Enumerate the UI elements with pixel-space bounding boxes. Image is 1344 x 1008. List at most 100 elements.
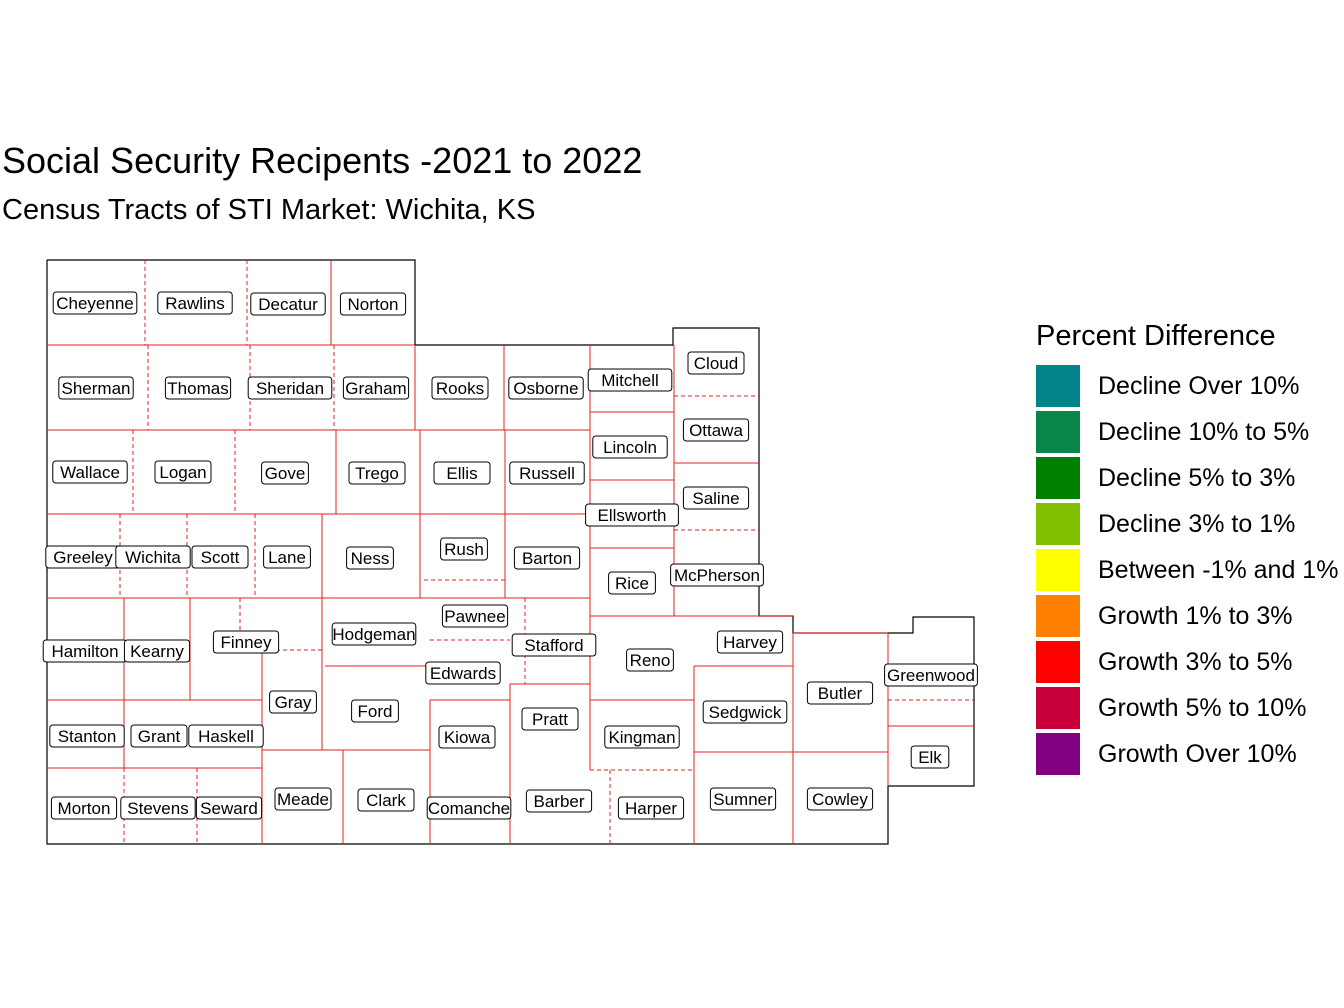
county-label: Sumner bbox=[709, 787, 777, 811]
county-label-box bbox=[425, 661, 501, 685]
county-label-box bbox=[261, 461, 309, 485]
county-label: Mitchell bbox=[587, 368, 673, 392]
legend: Percent Difference Decline Over 10% Decli… bbox=[1036, 320, 1338, 777]
county-name: Ottawa bbox=[689, 421, 743, 440]
county-label-box bbox=[513, 546, 581, 570]
county-label: Logan bbox=[154, 460, 212, 484]
county-label: Edwards bbox=[425, 661, 501, 685]
legend-label: Growth Over 10% bbox=[1098, 739, 1297, 768]
legend-item: Decline 10% to 5% bbox=[1036, 409, 1338, 455]
county-label-box bbox=[509, 461, 585, 485]
legend-swatch bbox=[1036, 365, 1080, 407]
county-label-box bbox=[687, 351, 745, 375]
county-name: Gove bbox=[265, 464, 306, 483]
county-label: Rush bbox=[440, 537, 488, 561]
county-label-box bbox=[604, 725, 680, 749]
legend-label: Growth 3% to 5% bbox=[1098, 647, 1293, 676]
county-name: Ford bbox=[358, 702, 393, 721]
county-name: Scott bbox=[201, 548, 240, 567]
county-label: McPherson bbox=[670, 563, 764, 587]
county-label-box bbox=[587, 368, 673, 392]
county-name: Kearny bbox=[130, 642, 184, 661]
county-label: Comanche bbox=[426, 796, 512, 820]
county-label-box bbox=[50, 796, 118, 820]
county-label-box bbox=[195, 796, 263, 820]
county-label-box bbox=[433, 461, 491, 485]
legend-item: Decline Over 10% bbox=[1036, 363, 1338, 409]
county-label: Cloud bbox=[687, 351, 745, 375]
county-label: Pratt bbox=[521, 707, 579, 731]
county-label: Barber bbox=[525, 789, 593, 813]
county-name: Decatur bbox=[258, 295, 318, 314]
county-labels: Cheyenne Rawlins Decatur Norton Sherman Thoma… bbox=[42, 291, 978, 820]
county-name: Hamilton bbox=[51, 642, 118, 661]
county-name: Saline bbox=[692, 489, 739, 508]
county-label-box bbox=[592, 435, 668, 459]
county-label-box bbox=[348, 461, 406, 485]
county-name: Butler bbox=[818, 684, 863, 703]
county-label-box bbox=[525, 789, 593, 813]
county-label: Thomas bbox=[164, 376, 232, 400]
legend-item: Growth 3% to 5% bbox=[1036, 639, 1338, 685]
county-name: Mitchell bbox=[601, 371, 659, 390]
county-name: Gray bbox=[275, 693, 312, 712]
legend-label: Decline 10% to 5% bbox=[1098, 417, 1310, 446]
county-label: Osborne bbox=[508, 376, 584, 400]
county-name: Hodgeman bbox=[332, 625, 415, 644]
county-name: Greeley bbox=[53, 548, 113, 567]
county-label: Grant bbox=[130, 724, 188, 748]
county-name: Rush bbox=[444, 540, 484, 559]
county-name: Ellsworth bbox=[598, 506, 667, 525]
county-name: Barber bbox=[533, 792, 584, 811]
county-label-box bbox=[431, 376, 489, 400]
county-label-box bbox=[331, 622, 417, 646]
county-label: Clark bbox=[357, 788, 415, 812]
county-label: Haskell bbox=[188, 724, 264, 748]
county-label: Kearny bbox=[123, 639, 191, 663]
county-label-box bbox=[58, 376, 134, 400]
county-name: Norton bbox=[347, 295, 398, 314]
county-label-box bbox=[910, 745, 950, 769]
county-label: Harper bbox=[617, 796, 685, 820]
county-name: Haskell bbox=[198, 727, 254, 746]
county-name: Graham bbox=[345, 379, 406, 398]
county-label: Saline bbox=[682, 486, 750, 510]
county-label-box bbox=[511, 633, 597, 657]
county-label-box bbox=[508, 376, 584, 400]
county-name: Logan bbox=[159, 463, 206, 482]
county-label-box bbox=[130, 724, 188, 748]
county-label-box bbox=[441, 604, 509, 628]
county-label: Sedgwick bbox=[702, 700, 788, 724]
county-name: Kiowa bbox=[444, 728, 491, 747]
legend-items: Decline Over 10% Decline 10% to 5% Decline… bbox=[1036, 363, 1338, 777]
county-label-box bbox=[52, 291, 138, 315]
county-label: Norton bbox=[339, 292, 407, 316]
county-name: Trego bbox=[355, 464, 399, 483]
county-label-box bbox=[120, 796, 196, 820]
county-label-box bbox=[702, 700, 788, 724]
county-label: Gove bbox=[261, 461, 309, 485]
legend-item: Growth Over 10% bbox=[1036, 731, 1338, 777]
legend-title: Percent Difference bbox=[1036, 320, 1276, 352]
county-label-box bbox=[164, 376, 232, 400]
county-name: Stanton bbox=[58, 727, 117, 746]
county-label-box bbox=[339, 292, 407, 316]
county-name: Cheyenne bbox=[56, 294, 134, 313]
county-label: Kingman bbox=[604, 725, 680, 749]
county-name: Ness bbox=[351, 549, 390, 568]
legend-swatch bbox=[1036, 595, 1080, 637]
legend-item: Decline 5% to 3% bbox=[1036, 455, 1338, 501]
legend-swatch bbox=[1036, 641, 1080, 683]
county-label-box bbox=[247, 376, 333, 400]
county-label-box bbox=[626, 648, 674, 672]
county-name: McPherson bbox=[674, 566, 760, 585]
county-label: Ford bbox=[351, 699, 399, 723]
county-name: Morton bbox=[58, 799, 111, 818]
county-label: Ellis bbox=[433, 461, 491, 485]
county-label: Barton bbox=[513, 546, 581, 570]
county-label: Greenwood bbox=[884, 663, 978, 687]
county-name: Stevens bbox=[127, 799, 188, 818]
county-label: Meade bbox=[274, 787, 332, 811]
county-label: Hodgeman bbox=[331, 622, 417, 646]
county-label-box bbox=[49, 724, 125, 748]
